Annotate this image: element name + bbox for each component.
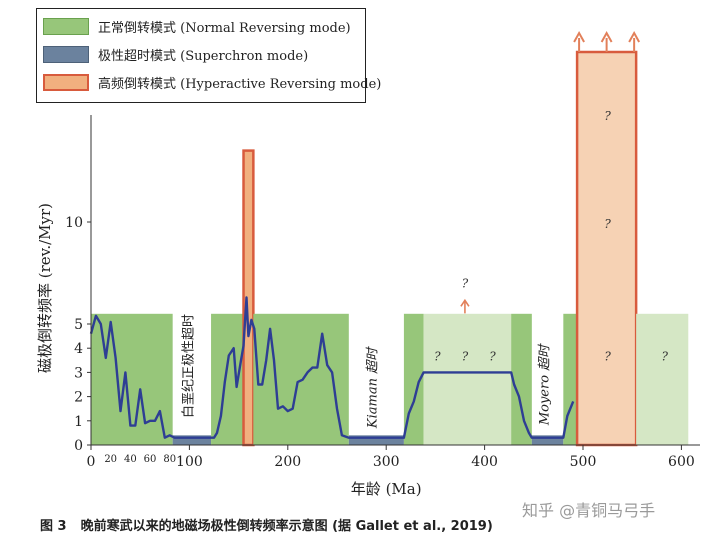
y-tick-label-4: 4 xyxy=(74,341,83,357)
regime-hyperactive-3 xyxy=(242,149,255,447)
figure-caption: 图 3 晚前寒武以来的地磁场极性倒转频率示意图 (据 Gallet et al.,… xyxy=(40,515,493,534)
small-arrow-head xyxy=(460,298,470,307)
arrow-head-1 xyxy=(600,30,613,43)
annotation-moyero: Moyero 超时 xyxy=(538,343,553,426)
question-mark-2: ? xyxy=(489,349,496,363)
legend-swatch-normal xyxy=(43,17,89,35)
x-tick-label-6: 600 xyxy=(668,454,695,470)
curve-line xyxy=(89,296,575,439)
axes: 0 100 200 300 400 500 600 20 40 60 80 0 1 2 3 4 5 10 年龄 (M… xyxy=(36,115,700,498)
x-minor-label-3: 80 xyxy=(163,454,176,465)
regime-superchron-1 xyxy=(172,435,212,445)
regime-normal-uncertain-7 xyxy=(423,313,512,445)
question-mark-7: ? xyxy=(661,349,668,363)
y-tick-label-0: 0 xyxy=(74,438,83,454)
regime-normal-8 xyxy=(511,313,532,445)
reversal-frequency-curve xyxy=(89,296,575,439)
y-tick-label-6: 10 xyxy=(65,215,83,231)
x-minor-label-2: 60 xyxy=(144,454,157,465)
question-mark-0: ? xyxy=(434,349,441,363)
legend-swatch-hyperactive xyxy=(43,73,89,91)
regime-normal-uncertain-12 xyxy=(636,313,689,445)
x-tick-label-2: 200 xyxy=(274,454,301,470)
y-tick-label-5: 5 xyxy=(74,317,83,333)
legend-item-hyperactive: 高频倒转模式 (Hyperactive Reversing mode) xyxy=(43,71,381,93)
regime-normal-10 xyxy=(563,313,578,445)
x-tick-label-4: 400 xyxy=(471,454,498,470)
legend-label-normal: 正常倒转模式 (Normal Reversing mode) xyxy=(98,20,351,36)
y-tick-label-2: 2 xyxy=(74,390,83,406)
watermark: 知乎 @青铜马弓手 xyxy=(522,501,656,520)
caption-text: 晚前寒武以来的地磁场极性倒转频率示意图 (据 Gallet et al., 20… xyxy=(80,519,493,534)
question-mark-3: ? xyxy=(462,276,469,290)
annotation-cretaceous-superchron: 白垩纪正极性超时 xyxy=(180,314,196,418)
y-axis-title: 磁极倒转频率 (rev./Myr) xyxy=(36,203,54,373)
x-minor-label-0: 20 xyxy=(104,454,117,465)
x-axis-title: 年龄 (Ma) xyxy=(351,480,422,498)
caption-figure-number: 图 3 xyxy=(40,519,67,534)
y-tick-label-1: 1 xyxy=(74,414,83,430)
legend-swatch-superchron xyxy=(43,45,89,63)
y-tick-label-3: 3 xyxy=(74,365,83,381)
legend-label-hyperactive: 高频倒转模式 (Hyperactive Reversing mode) xyxy=(98,76,382,92)
annotation-kiaman: Kiaman 超时 xyxy=(365,346,380,429)
x-tick-label-3: 300 xyxy=(373,454,400,470)
legend: 正常倒转模式 (Normal Reversing mode) 极性超时模式 (S… xyxy=(36,8,381,103)
legend-label-superchron: 极性超时模式 (Superchron mode) xyxy=(98,48,309,64)
legend-item-normal: 正常倒转模式 (Normal Reversing mode) xyxy=(43,15,351,37)
regime-normal-0 xyxy=(91,313,173,445)
question-mark-4: ? xyxy=(604,349,611,363)
x-tick-label-1: 100 xyxy=(176,454,203,470)
arrow-head-0 xyxy=(573,30,585,43)
regime-hyperactive-11 xyxy=(575,50,638,447)
x-minor-label-1: 40 xyxy=(124,454,137,465)
regime-superchron-9 xyxy=(531,435,564,445)
x-tick-label-0: 0 xyxy=(87,454,96,470)
uncertainty-marks: ???????? xyxy=(434,109,668,363)
arrow-head-2 xyxy=(628,30,641,43)
legend-item-superchron: 极性超时模式 (Superchron mode) xyxy=(43,43,308,65)
x-tick-label-5: 500 xyxy=(570,454,597,470)
question-mark-1: ? xyxy=(462,349,469,363)
annotations: 白垩纪正极性超时 Kiaman 超时 Moyero 超时 xyxy=(180,314,552,429)
regime-superchron-5 xyxy=(348,435,404,445)
question-mark-6: ? xyxy=(604,109,611,123)
question-mark-5: ? xyxy=(604,217,611,231)
